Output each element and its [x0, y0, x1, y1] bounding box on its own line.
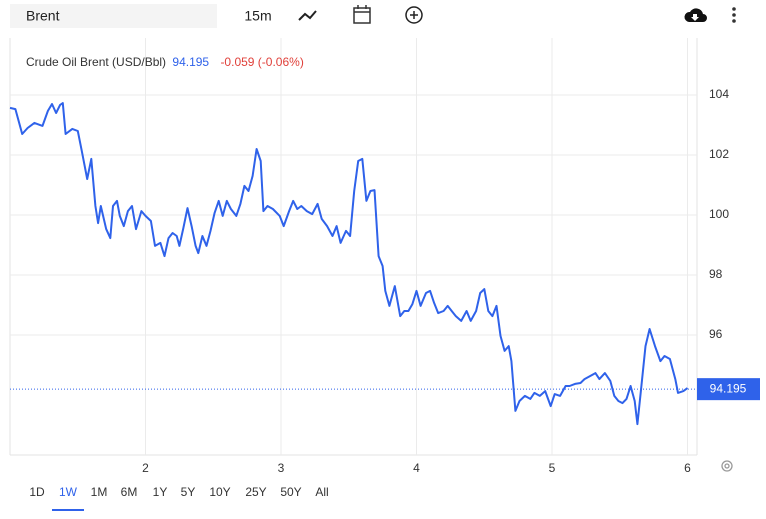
y-tick-label: 102 — [709, 147, 729, 161]
interval-button[interactable]: 15m — [244, 8, 271, 24]
y-tick-label: 100 — [709, 207, 729, 221]
range-button[interactable]: 5Y — [181, 485, 196, 499]
download-icon[interactable] — [684, 8, 707, 22]
last-price-label: 94.195 — [710, 381, 747, 395]
range-button[interactable]: All — [315, 485, 328, 499]
legend: Crude Oil Brent (USD/Bbl) 94.195 -0.059 … — [26, 55, 304, 69]
range-button[interactable]: 6M — [121, 485, 138, 499]
last-price-box — [697, 378, 760, 401]
x-tick-label: 2 — [142, 461, 149, 475]
x-tick-label: 4 — [413, 461, 420, 475]
chart-type-icon[interactable] — [298, 10, 317, 21]
menu-icon[interactable] — [732, 7, 736, 23]
price-line — [9, 102, 689, 426]
range-button[interactable]: 1M — [91, 485, 108, 499]
y-tick-label: 104 — [709, 87, 729, 101]
range-button[interactable]: 50Y — [280, 485, 301, 499]
range-button[interactable]: 1W — [59, 485, 78, 499]
calendar-icon[interactable] — [353, 5, 371, 24]
x-tick-label: 5 — [549, 461, 556, 475]
y-tick-label: 98 — [709, 267, 723, 281]
y-tick-label: 96 — [709, 327, 723, 341]
range-button[interactable]: 10Y — [209, 485, 230, 499]
x-tick-label: 6 — [684, 461, 691, 475]
symbol-text: Brent — [26, 8, 60, 24]
legend-price: 94.195 — [172, 55, 209, 69]
settings-icon[interactable] — [721, 460, 733, 472]
range-active-underline — [52, 509, 84, 511]
legend-title: Crude Oil Brent (USD/Bbl) — [26, 55, 166, 69]
range-button[interactable]: 1D — [29, 485, 45, 499]
symbol-input[interactable] — [10, 4, 217, 28]
compare-icon[interactable] — [405, 6, 423, 24]
legend-change: -0.059 (-0.06%) — [220, 55, 303, 69]
x-tick-label: 3 — [278, 461, 285, 475]
range-button[interactable]: 25Y — [245, 485, 266, 499]
range-button[interactable]: 1Y — [153, 485, 168, 499]
